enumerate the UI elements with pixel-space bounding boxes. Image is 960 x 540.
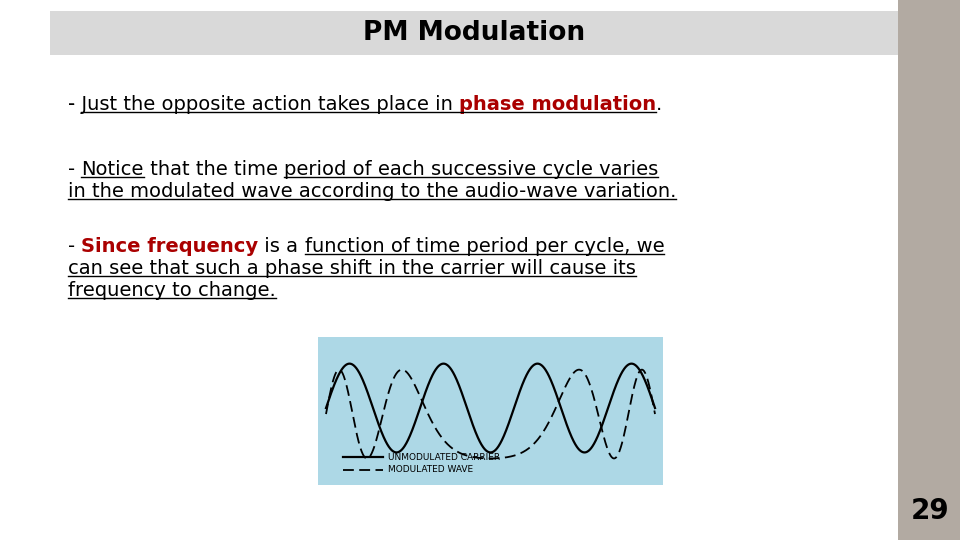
- Text: in the modulated wave according to the audio-wave variation.: in the modulated wave according to the a…: [68, 182, 677, 201]
- Text: Notice: Notice: [82, 160, 144, 179]
- Text: Since frequency: Since frequency: [82, 237, 258, 256]
- Text: -: -: [68, 237, 82, 256]
- Text: that the time: that the time: [144, 160, 284, 179]
- Text: can see that such a phase shift in the carrier will cause its: can see that such a phase shift in the c…: [68, 259, 636, 278]
- Text: UNMODULATED CARRIER: UNMODULATED CARRIER: [388, 453, 500, 462]
- Text: -: -: [68, 160, 82, 179]
- Bar: [50, 11, 898, 55]
- Text: is a: is a: [258, 237, 304, 256]
- Text: 29: 29: [911, 497, 949, 525]
- Text: period of each successive cycle varies: period of each successive cycle varies: [284, 160, 659, 179]
- Text: -: -: [68, 95, 82, 114]
- Text: phase modulation: phase modulation: [459, 95, 657, 114]
- Text: MODULATED WAVE: MODULATED WAVE: [388, 465, 473, 475]
- Bar: [898, 0, 960, 540]
- Bar: [318, 337, 663, 485]
- Text: frequency to change.: frequency to change.: [68, 281, 276, 300]
- Text: function of time period per cycle, we: function of time period per cycle, we: [304, 237, 664, 256]
- Text: - Just the opposite action takes place in: - Just the opposite action takes place i…: [68, 95, 459, 114]
- Text: .: .: [657, 95, 662, 114]
- Text: PM Modulation: PM Modulation: [363, 20, 585, 46]
